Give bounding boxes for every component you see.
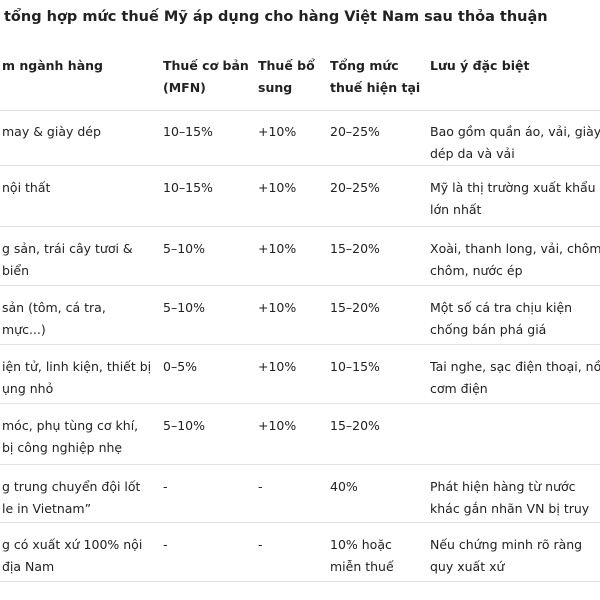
- table-row: g có xuất xứ 100% nội địa Nam - - 10% hoặc …: [0, 523, 600, 582]
- table-cell: -: [163, 537, 168, 552]
- table-cell: 20–25%: [330, 124, 380, 139]
- table-cell: 10–15%: [330, 359, 380, 374]
- table-row: iện tử, linh kiện, thiết bị ụng nhỏ 0–5% +…: [0, 345, 600, 404]
- table-cell: Nếu chứng minh rõ ràng quy xuất xứ: [430, 537, 583, 574]
- table-row: may & giày dép 10–15% +10% 20–25% Bao gồm qu…: [0, 110, 600, 166]
- table-cell: +10%: [258, 418, 297, 433]
- table-cell: +10%: [258, 300, 297, 315]
- table-cell: +10%: [258, 241, 297, 256]
- table-cell: Một số cá tra chịu kiện chống bán phá gi…: [430, 300, 573, 337]
- table-cell: Tai nghe, sạc điện thoại, nồi cơm điện: [430, 359, 600, 396]
- table-cell: may & giày dép: [2, 124, 101, 139]
- column-header: Thuế bổ sung: [258, 58, 315, 95]
- table-cell: 0–5%: [163, 359, 198, 374]
- table-cell: +10%: [258, 124, 297, 139]
- table-cell: 5–10%: [163, 300, 205, 315]
- table-cell: 10–15%: [163, 180, 213, 195]
- table-cell: 40%: [330, 479, 358, 494]
- table-cell: Mỹ là thị trường xuất khẩu lớn nhất: [430, 180, 596, 217]
- table-cell: g trung chuyển đội lốt le in Vietnam”: [2, 479, 141, 516]
- table-cell: 15–20%: [330, 241, 380, 256]
- table-cell: -: [163, 479, 168, 494]
- table-row: g sản, trái cây tươi & biển 5–10% +10% 15–2…: [0, 227, 600, 286]
- column-header: Thuế cơ bản (MFN): [163, 58, 249, 95]
- table-cell: 10% hoặc miễn thuế: [330, 537, 394, 574]
- table-cell: +10%: [258, 359, 297, 374]
- table-cell: 5–10%: [163, 241, 205, 256]
- table-cell: nội thất: [2, 180, 51, 195]
- table-cell: Bao gồm quần áo, vải, giày dép da và vải: [430, 124, 600, 161]
- column-header: Tổng mức thuế hiện tại: [330, 58, 421, 95]
- table-cell: g sản, trái cây tươi & biển: [2, 241, 133, 278]
- column-header: m ngành hàng: [2, 58, 103, 73]
- table-row: sản (tôm, cá tra, mực...) 5–10% +10% 15–20%…: [0, 286, 600, 345]
- table-title: tổng hợp mức thuế Mỹ áp dụng cho hàng Vi…: [4, 9, 548, 25]
- table-cell: iện tử, linh kiện, thiết bị ụng nhỏ: [2, 359, 152, 396]
- table-row: nội thất 10–15% +10% 20–25% Mỹ là thị trường…: [0, 166, 600, 227]
- table-cell: 10–15%: [163, 124, 213, 139]
- table-row: móc, phụ tùng cơ khí, bị công nghiệp nhẹ…: [0, 404, 600, 465]
- table-cell: g có xuất xứ 100% nội địa Nam: [2, 537, 143, 574]
- table-cell: 5–10%: [163, 418, 205, 433]
- table-cell: 15–20%: [330, 300, 380, 315]
- table-cell: -: [258, 537, 263, 552]
- table-cell: móc, phụ tùng cơ khí, bị công nghiệp nhẹ: [2, 418, 139, 455]
- table-cell: -: [258, 479, 263, 494]
- table-cell: Phát hiện hàng từ nước khác gắn nhãn VN …: [430, 479, 590, 516]
- table-cell: 20–25%: [330, 180, 380, 195]
- table-cell: sản (tôm, cá tra, mực...): [2, 300, 106, 337]
- table-cell: 15–20%: [330, 418, 380, 433]
- header-row: m ngành hàng Thuế cơ bản (MFN) Thuế bổ sun…: [0, 44, 600, 111]
- column-header: Lưu ý đặc biệt: [430, 58, 530, 73]
- table-row: g trung chuyển đội lốt le in Vietnam” - - 4…: [0, 465, 600, 523]
- table-cell: +10%: [258, 180, 297, 195]
- table-cell: Xoài, thanh long, vải, chôm chôm, nước é…: [430, 241, 600, 278]
